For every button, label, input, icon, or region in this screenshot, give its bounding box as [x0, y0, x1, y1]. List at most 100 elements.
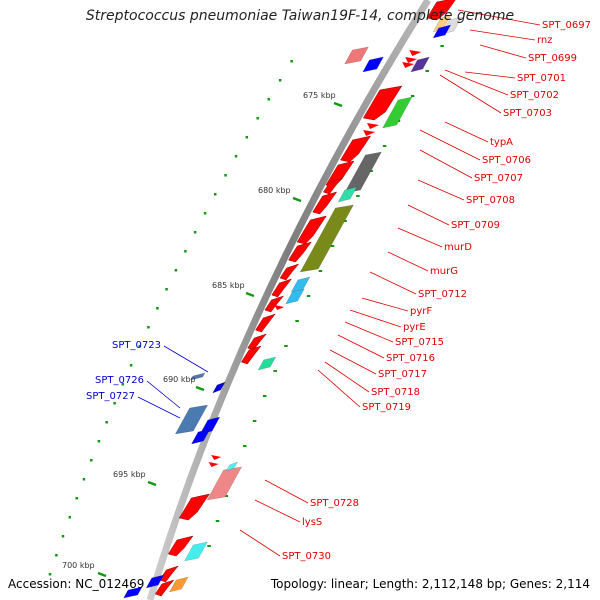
label-leader [419, 149, 473, 179]
gene-block-orange [169, 576, 189, 593]
scale-dot [245, 136, 249, 139]
gene-block-reverse [212, 381, 226, 394]
label-leader [444, 69, 509, 96]
scale-dot [48, 573, 52, 576]
gene-block-olive [299, 204, 354, 273]
scale-tick [333, 101, 343, 108]
gene-label-right: SPT_0718 [371, 387, 420, 398]
gene-label-right: rnz [537, 35, 553, 46]
scale-label: 685 kbp [212, 281, 245, 290]
gene-label-right: SPT_0716 [386, 353, 435, 364]
gene-block [264, 295, 285, 313]
label-leader [163, 345, 209, 373]
track-dot [356, 195, 360, 197]
gene-label-right: SPT_0703 [503, 108, 552, 119]
gene-block-reverse [145, 574, 165, 589]
gene-block [247, 333, 268, 351]
gene-block-reverse [174, 404, 209, 435]
gene-label-right: SPT_0712 [418, 289, 467, 300]
gene-arrow [367, 123, 380, 129]
gene-block [154, 579, 175, 597]
gene-block-grey [344, 151, 382, 194]
gene-label-right: SPT_0709 [451, 220, 500, 231]
scale-tick [292, 196, 302, 203]
gene-arrow [402, 62, 415, 68]
gene-label-right: pyrF [410, 306, 432, 317]
gene-label-right: SPT_0706 [482, 155, 531, 166]
scale-dot [129, 364, 133, 367]
label-leader [479, 44, 527, 59]
gene-arrow [405, 57, 418, 63]
gene-label-right: murG [430, 266, 458, 277]
track-dot [318, 270, 323, 272]
scale-dot [234, 155, 238, 158]
scale-label: 675 kbp [303, 91, 336, 100]
scale-dot [165, 288, 168, 291]
scale-dot [224, 174, 227, 177]
gene-block [322, 177, 343, 195]
gene-block [279, 263, 300, 281]
map-title: Streptococcus pneumoniae Taiwan19F-14, c… [85, 8, 515, 24]
scale-label: 690 kbp [163, 375, 196, 384]
gene-block [312, 191, 338, 215]
gene-label-left: SPT_0727 [86, 391, 135, 402]
gene-block-teal [337, 186, 358, 203]
gene-label-left: SPT_0726 [95, 375, 144, 386]
gene-block-reverse [123, 586, 143, 599]
track-dot [343, 220, 347, 222]
gene-arrow [208, 462, 219, 467]
label-leader [444, 121, 489, 143]
gene-block-purple [410, 56, 430, 73]
scale-dot [97, 440, 101, 443]
gene-label-right: lysS [302, 517, 322, 528]
gene-label-right: SPT_0719 [362, 402, 411, 413]
scale-dot [75, 497, 79, 500]
track-dot [369, 170, 373, 172]
gene-label-right: SPT_0697 [542, 20, 591, 31]
scale-dot [61, 535, 65, 538]
gene-block [255, 313, 276, 333]
track-dot [382, 145, 387, 147]
scale-label: 700 kbp [62, 561, 95, 570]
track-dot [284, 345, 288, 347]
label-leader [344, 321, 394, 343]
label-leader [407, 204, 450, 226]
label-leader [137, 396, 181, 419]
scale-dot [193, 231, 197, 234]
gene-block [426, 0, 456, 21]
scale-dot [147, 326, 150, 329]
label-leader [419, 129, 481, 161]
scale-dot [213, 193, 217, 196]
label-leader [387, 251, 429, 272]
genome-backbone [146, 0, 431, 600]
gene-label-right: pyrE [403, 322, 426, 333]
gene-label-right: SPT_0699 [528, 53, 577, 64]
label-leader [417, 179, 465, 201]
scale-dot [90, 459, 93, 462]
gene-label-right: SPT_0707 [474, 173, 523, 184]
scale-dot [68, 516, 72, 519]
gene-block [240, 345, 262, 365]
label-leader [349, 309, 402, 328]
gene-block [340, 135, 372, 163]
label-leader [254, 499, 301, 523]
scale-dot [174, 269, 178, 272]
gene-arrow [211, 455, 222, 460]
gene-arrow [363, 130, 376, 136]
gene-block-typA [382, 96, 413, 129]
gene-block [362, 85, 403, 121]
label-leader [329, 349, 377, 375]
scale-dot [82, 478, 86, 481]
gene-block-lysS [206, 466, 243, 501]
accession-label: Accession: NC_012469 [8, 577, 145, 591]
gene-label-right: murD [444, 242, 472, 253]
track-dot [243, 445, 247, 447]
track-dot [262, 395, 267, 397]
track-dot [330, 245, 335, 247]
gene-block [288, 241, 312, 263]
gene-block-reverse [362, 56, 384, 73]
gene-block-cyan [285, 288, 305, 305]
gene-block [178, 493, 210, 521]
gene-block [296, 215, 327, 245]
